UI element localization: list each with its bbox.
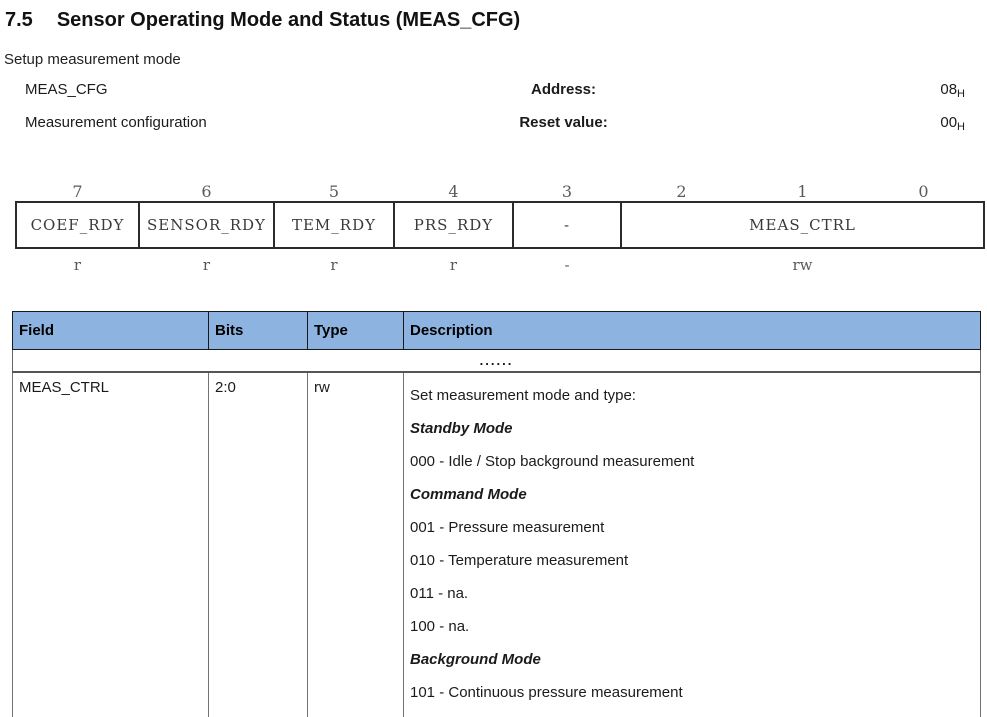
description-cell: Set measurement mode and type: Standby Mo… <box>403 372 981 717</box>
description-line: 001 - Pressure measurement <box>410 519 605 536</box>
column-header: Description <box>403 311 981 350</box>
bitfield-cell: MEAS_CTRL <box>620 201 985 249</box>
bitfield-access: r <box>330 256 338 274</box>
bitfield-cell: TEM_RDY <box>273 201 395 249</box>
hex-suffix: H <box>957 121 965 133</box>
bitfield-cell: SENSOR_RDY <box>138 201 275 249</box>
bitfield-access: r <box>73 256 82 274</box>
register-meta-row: MEAS_CFG Address: 08H <box>0 81 987 114</box>
reset-hex: 00 <box>940 114 958 131</box>
description-mode-heading: Background Mode <box>410 651 541 668</box>
reset-value: 00H <box>797 114 987 133</box>
register-name: MEAS_CFG <box>25 81 108 98</box>
bitfield-cell: PRS_RDY <box>393 201 514 249</box>
bit-cell-row: COEF_RDY SENSOR_RDY TEM_RDY PRS_RDY - MEAS_CT… <box>15 201 985 249</box>
bit-number-label: 2 <box>676 182 687 201</box>
register-meta: MEAS_CFG Address: 08H Measurement config… <box>0 81 987 147</box>
bit-number-label: 6 <box>201 182 212 201</box>
register-meta-row: Measurement configuration Reset value: 0… <box>0 114 987 147</box>
description-mode-heading: Standby Mode <box>410 420 513 437</box>
address-value: 08H <box>797 81 987 100</box>
column-header: Bits <box>208 311 308 350</box>
description-line: 101 - Continuous pressure measurement <box>410 684 683 701</box>
type-cell: rw <box>307 372 404 717</box>
bit-number-label: 1 <box>797 182 808 201</box>
description-line: 010 - Temperature measurement <box>410 552 629 569</box>
register-subtitle: Setup measurement mode <box>4 51 181 68</box>
section-heading: 7.5 Sensor Operating Mode and Status (MEA… <box>5 8 987 32</box>
address-label: Address: <box>530 81 597 98</box>
bits-cell: 2:0 <box>208 372 308 717</box>
bitfield-cell: - <box>512 201 622 249</box>
description-line: 000 - Idle / Stop background measurement <box>410 453 695 470</box>
ellipsis-cell: ...... <box>12 349 981 373</box>
section-title: Sensor Operating Mode and Status (MEAS_C… <box>56 9 521 31</box>
bit-number-row: 7 6 5 4 3 2 1 0 <box>16 173 984 202</box>
column-header: Type <box>307 311 404 350</box>
field-cell: MEAS_CTRL <box>12 372 209 717</box>
description-line: Set measurement mode and type: <box>410 387 636 404</box>
bitfield-diagram: 7 6 5 4 3 2 1 0 COEF_RDY SENSOR_RDY TEM_RDY PRS_RD… <box>15 173 985 281</box>
description-line: 100 - na. <box>410 618 470 635</box>
bit-number-label: 5 <box>328 182 340 201</box>
address-hex: 08 <box>940 81 958 98</box>
field-table-header-row: Field Bits Type Description <box>12 311 981 350</box>
bit-number-label: 0 <box>918 182 929 201</box>
bit-number-label: 3 <box>561 182 573 201</box>
ellipsis-row: ...... <box>12 349 981 373</box>
bitfield-access: r <box>202 256 211 274</box>
description-line: 011 - na. <box>410 585 469 602</box>
hex-suffix: H <box>957 88 965 100</box>
column-header: Field <box>12 311 209 350</box>
bitfield-access: rw <box>792 256 813 274</box>
bitfield-cell: COEF_RDY <box>15 201 140 249</box>
bitfield-access: - <box>564 256 570 274</box>
register-description: Measurement configuration <box>25 114 207 131</box>
bit-number-label: 4 <box>448 182 459 201</box>
bit-access-row: r r r r - rw <box>16 248 984 281</box>
description-line: 110 - Continuous temperature measurement <box>410 709 980 717</box>
description-mode-heading: Command Mode <box>410 486 527 503</box>
reset-value-label: Reset value: <box>519 114 608 131</box>
table-row: MEAS_CTRL 2:0 rw Set measurement mode an… <box>12 372 981 717</box>
bit-number-label: 7 <box>72 182 83 201</box>
field-description-table: Field Bits Type Description ...... MEAS_CTR… <box>12 311 981 717</box>
section-number: 7.5 <box>5 9 33 31</box>
bitfield-access: r <box>449 256 458 274</box>
